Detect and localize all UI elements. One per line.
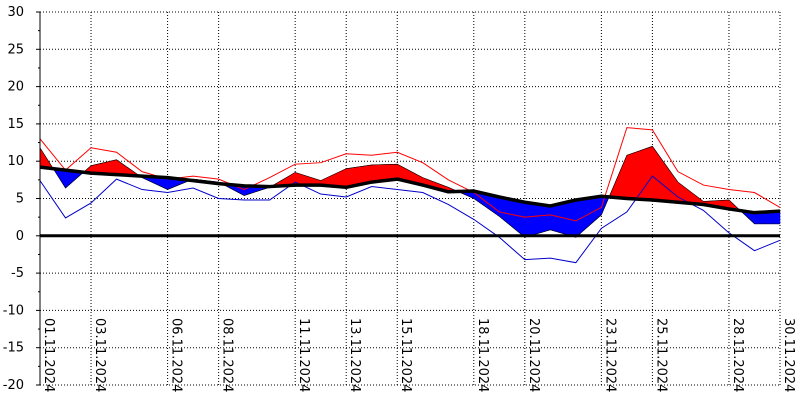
- y-tick-label: -20: [3, 378, 24, 393]
- y-tick-label: -10: [3, 303, 24, 318]
- y-tick-label: -5: [11, 266, 24, 281]
- x-tick-label: 23.11.2024: [602, 318, 617, 392]
- x-tick-label: 28.11.2024: [730, 318, 745, 392]
- y-tick-label: 25: [7, 42, 24, 57]
- axis-layer: [36, 11, 780, 386]
- x-tick-label: 13.11.2024: [347, 318, 362, 392]
- x-tick-label: 30.11.2024: [781, 318, 796, 392]
- x-tick-label: 11.11.2024: [296, 318, 311, 392]
- deviation-fill: [294, 172, 321, 186]
- main-series-line: [39, 145, 780, 238]
- x-tick-label: 25.11.2024: [653, 318, 668, 392]
- x-tick-label: 06.11.2024: [169, 318, 184, 392]
- y-tick-label: 10: [7, 154, 24, 169]
- tick-label-layer: 30 25 20 15 10 5 0 -5 -10 -15 -20 01.11.2024 03.11.2…: [3, 5, 796, 393]
- x-tick-label: 18.11.2024: [475, 318, 490, 392]
- y-tick-label: 0: [16, 229, 24, 244]
- deviation-fill: [626, 145, 653, 201]
- y-tick-label: 5: [16, 192, 24, 207]
- x-tick-label: 20.11.2024: [526, 318, 541, 392]
- deviation-fill: [575, 195, 602, 238]
- y-tick-label: 30: [7, 5, 24, 20]
- x-tick-label: 08.11.2024: [220, 318, 235, 392]
- y-tick-label: 20: [7, 80, 24, 95]
- x-tick-label: 15.11.2024: [398, 318, 413, 392]
- lower-thin-line: [39, 175, 781, 264]
- y-tick-label: -15: [3, 341, 24, 356]
- baseline-thick-line: [39, 165, 781, 215]
- x-tick-label: 01.11.2024: [41, 318, 56, 392]
- series-line-layer: [39, 127, 781, 264]
- x-tick-label: 03.11.2024: [92, 318, 107, 392]
- y-tick-label: 15: [7, 117, 24, 132]
- deviation-fill: [524, 201, 551, 238]
- series-fill-layer: [39, 145, 781, 238]
